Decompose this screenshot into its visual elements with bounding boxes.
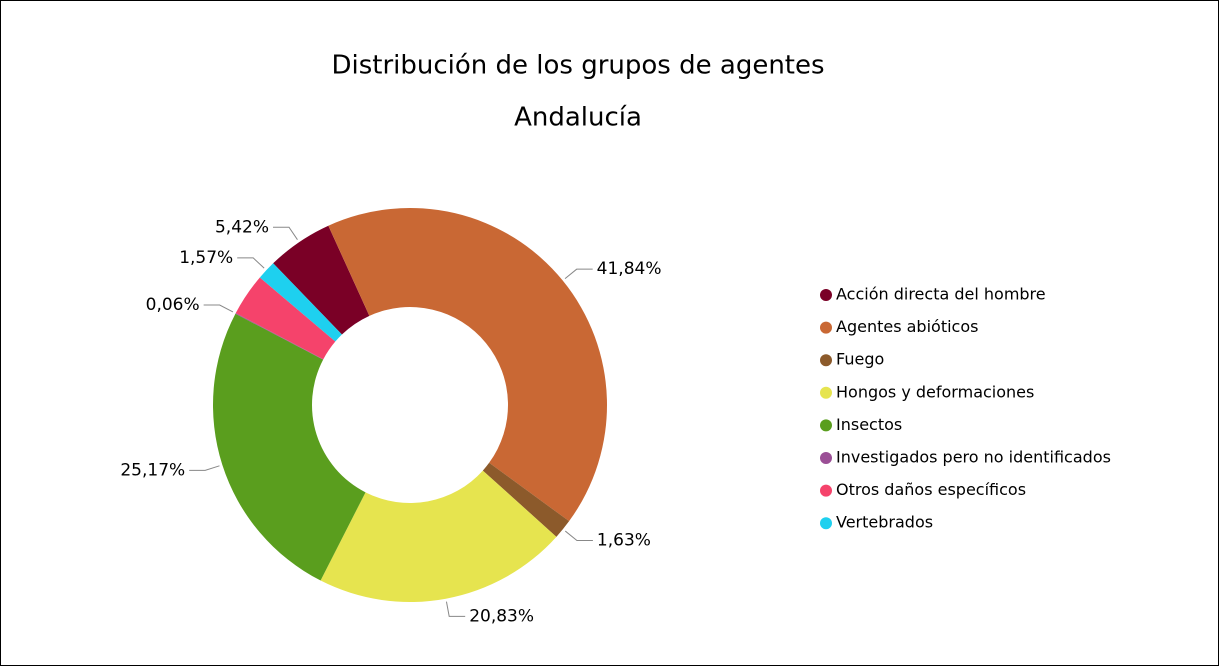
chart-subtitle: Andalucía: [514, 103, 642, 133]
donut-segment: [235, 277, 336, 360]
legend-swatch: [820, 321, 832, 334]
legend-label: Insectos: [836, 415, 902, 434]
legend-label: Fuego: [836, 350, 884, 369]
value-label: 1,57%: [179, 248, 233, 268]
donut-segment: [328, 207, 608, 522]
legend-label: Vertebrados: [836, 513, 933, 532]
chart-title: Distribución de los grupos de agentes: [331, 51, 824, 81]
donut-segment: [320, 470, 557, 602]
value-label: 5,42%: [215, 217, 269, 237]
donut-segment: [273, 225, 370, 335]
legend-label: Agentes abióticos: [836, 317, 978, 336]
value-label: 41,84%: [597, 259, 662, 279]
legend-swatch: [820, 517, 832, 530]
leader-line: [273, 226, 298, 240]
donut-segment: [235, 313, 324, 360]
value-label: 0,06%: [146, 295, 200, 315]
legend-swatch: [820, 484, 832, 497]
donut-segment: [212, 313, 366, 581]
legend-swatch: [820, 419, 832, 432]
legend-swatch: [820, 354, 832, 367]
leader-line: [564, 530, 593, 542]
legend-label: Hongos y deformaciones: [836, 382, 1034, 401]
value-label: 25,17%: [120, 460, 185, 480]
leader-line: [564, 268, 593, 280]
legend-swatch: [820, 289, 832, 301]
leader-line: [203, 304, 234, 313]
leader-line: [445, 601, 466, 617]
legend-swatch: [820, 386, 832, 399]
legend-label: Acción directa del hombre: [836, 285, 1046, 304]
legend-swatch: [820, 452, 832, 464]
legend-label: Investigados pero no identificados: [836, 448, 1111, 467]
legend-label: Otros daños específicos: [836, 480, 1026, 499]
leader-line: [189, 465, 220, 471]
donut-segment: [259, 263, 342, 342]
value-label: 20,83%: [469, 606, 534, 626]
donut-segment: [482, 462, 570, 537]
leader-line: [237, 257, 265, 269]
value-label: 1,63%: [597, 531, 651, 551]
